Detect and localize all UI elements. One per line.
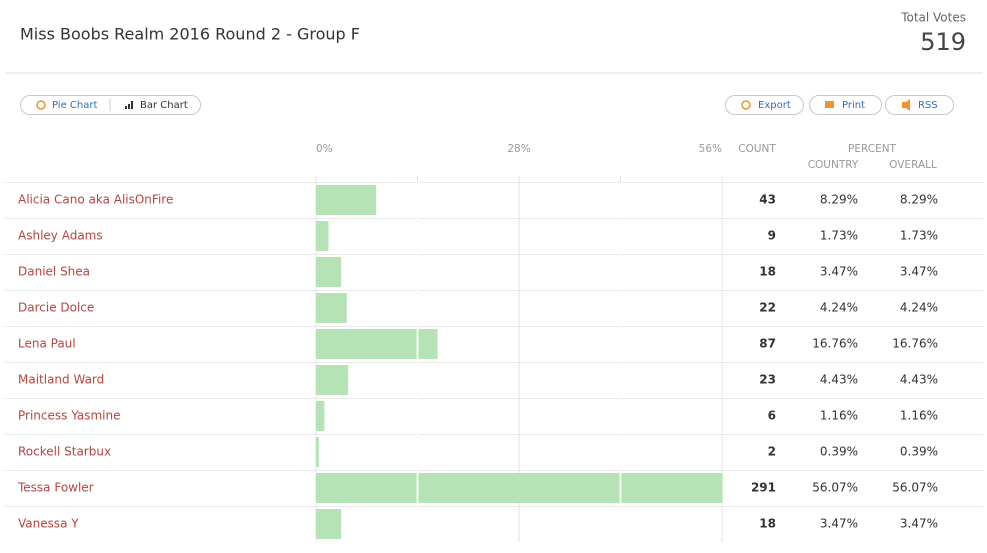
export-button[interactable]: Export (758, 100, 791, 111)
vote-count: 18 (759, 265, 776, 279)
overall-percent: 56.07% (892, 481, 938, 495)
total-votes: 519 (920, 28, 966, 56)
candidate-name: Daniel Shea (18, 265, 90, 279)
print-icon (825, 101, 834, 108)
country-percent: 1.73% (820, 229, 858, 243)
candidate-name: Maitland Ward (18, 373, 104, 387)
candidate-name: Lena Paul (18, 337, 76, 351)
candidate-name: Princess Yasmine (18, 409, 121, 423)
vote-count: 22 (759, 301, 776, 315)
overall-percent: 3.47% (900, 517, 938, 531)
count-header: COUNT (738, 143, 776, 155)
print-button[interactable]: Print (842, 100, 865, 111)
country-header: COUNTRY (808, 159, 859, 171)
overall-percent: 1.73% (900, 229, 938, 243)
vote-count: 2 (768, 445, 776, 459)
overall-percent: 1.16% (900, 409, 938, 423)
rss-icon (902, 99, 910, 111)
vote-count: 87 (759, 337, 776, 351)
vote-count: 43 (759, 193, 776, 207)
export-icon (741, 100, 751, 110)
x-tick-label: 56% (699, 143, 722, 155)
bar (316, 257, 342, 287)
vote-count: 9 (768, 229, 776, 243)
candidate-name: Vanessa Y (18, 517, 79, 531)
bar-chart-button[interactable]: Bar Chart (140, 100, 188, 111)
country-percent: 16.76% (812, 337, 858, 351)
pie-chart-button[interactable]: Pie Chart (52, 100, 97, 111)
print-pill[interactable] (809, 95, 882, 115)
country-percent: 56.07% (812, 481, 858, 495)
total-label: Total Votes (900, 11, 966, 25)
country-percent: 8.29% (820, 193, 858, 207)
candidate-name: Darcie Dolce (18, 301, 94, 315)
overall-percent: 3.47% (900, 265, 938, 279)
overall-percent: 4.24% (900, 301, 938, 315)
bar (316, 221, 329, 251)
bar (316, 293, 347, 323)
country-percent: 1.16% (820, 409, 858, 423)
country-percent: 3.47% (820, 517, 858, 531)
vote-count: 6 (768, 409, 776, 423)
candidate-name: Tessa Fowler (17, 481, 94, 495)
bar (316, 365, 349, 395)
x-tick-label: 28% (507, 143, 530, 155)
vote-count: 18 (759, 517, 776, 531)
x-tick-label: 0% (316, 143, 333, 155)
country-percent: 3.47% (820, 265, 858, 279)
bar (316, 437, 319, 467)
vote-count: 291 (751, 481, 776, 495)
candidate-name: Alicia Cano aka AlisOnFire (18, 193, 173, 207)
country-percent: 4.43% (820, 373, 858, 387)
country-percent: 0.39% (820, 445, 858, 459)
percent-header: PERCENT (848, 143, 897, 155)
bar (316, 509, 342, 539)
overall-percent: 4.43% (900, 373, 938, 387)
country-percent: 4.24% (820, 301, 858, 315)
overall-header: OVERALL (889, 159, 937, 171)
overall-percent: 8.29% (900, 193, 938, 207)
export-pill[interactable] (725, 95, 804, 115)
bar (316, 185, 377, 215)
candidate-name: Ashley Adams (18, 229, 103, 243)
rss-pill[interactable] (885, 95, 954, 115)
candidate-name: Rockell Starbux (18, 445, 111, 459)
bar (316, 473, 723, 503)
overall-percent: 0.39% (900, 445, 938, 459)
vote-count: 23 (759, 373, 776, 387)
rss-button[interactable]: RSS (918, 100, 938, 111)
overall-percent: 16.76% (892, 337, 938, 351)
poll-title: Miss Boobs Realm 2016 Round 2 - Group F (20, 25, 360, 44)
pie-icon (36, 100, 46, 110)
bar-icon (125, 101, 133, 109)
bar (316, 329, 438, 359)
bar (316, 401, 325, 431)
